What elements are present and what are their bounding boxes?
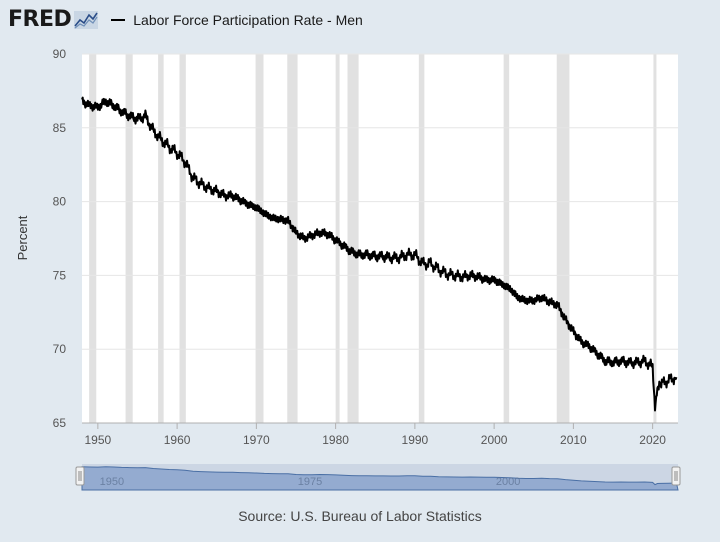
y-tick-label-80: 80	[53, 195, 67, 209]
plot-background	[82, 54, 678, 423]
legend[interactable]: Labor Force Participation Rate - Men	[111, 12, 363, 28]
recession-band-11	[556, 54, 570, 423]
x-tick-label-2010: 2010	[560, 433, 587, 447]
x-tick-label-1990: 1990	[402, 433, 429, 447]
x-tick-label-1970: 1970	[243, 433, 270, 447]
x-axis-ticks: 1950 1960 1970 1980 1990 2000 2010 2020	[84, 423, 666, 447]
chart-header: FRED Labor Force Participation Rate - Me…	[8, 6, 363, 34]
series-line-men[interactable]	[81, 96, 678, 412]
recession-band-1	[89, 54, 97, 423]
recession-band-9	[418, 54, 425, 423]
navigator[interactable]: 1950 1975 2000	[75, 464, 681, 491]
recession-band-3	[158, 54, 164, 423]
grid-lines	[82, 53, 678, 350]
y-axis-ticks: 65 70 75 80 85 90	[53, 47, 67, 430]
navigator-handle-left[interactable]	[75, 466, 85, 486]
recession-band-8	[347, 54, 359, 423]
y-tick-label-90: 90	[53, 47, 67, 61]
y-tick-label-65: 65	[53, 416, 67, 430]
recession-band-5	[255, 54, 264, 423]
legend-line-swatch	[111, 18, 126, 22]
chart-svg: 65 70 75 80 85 90 1950 1960 1970 1980 1990 2000 201…	[15, 47, 681, 491]
x-tick-label-1960: 1960	[164, 433, 191, 447]
navigator-labels: 1950 1975 2000	[100, 476, 521, 488]
recession-shading	[89, 54, 657, 423]
fred-logo[interactable]: FRED	[8, 7, 72, 32]
recession-band-12	[653, 54, 657, 423]
x-tick-label-1950: 1950	[84, 433, 111, 447]
navigator-label-2000: 2000	[496, 476, 520, 488]
navigator-label-1950: 1950	[100, 476, 124, 488]
y-tick-label-70: 70	[53, 342, 67, 356]
x-tick-label-2000: 2000	[481, 433, 508, 447]
y-tick-label-75: 75	[53, 268, 67, 282]
y-axis-label: Percent	[15, 215, 30, 260]
x-tick-label-2020: 2020	[639, 433, 666, 447]
navigator-handle-right[interactable]	[671, 466, 681, 486]
line-graph-icon	[74, 11, 99, 29]
recession-band-4	[179, 54, 186, 423]
recession-band-2	[125, 54, 133, 423]
source-note: Source: U.S. Bureau of Labor Statistics	[238, 508, 482, 524]
recession-band-10	[503, 54, 510, 423]
y-tick-label-85: 85	[53, 121, 67, 135]
recession-band-6	[287, 54, 298, 423]
navigator-label-1975: 1975	[298, 476, 322, 488]
legend-label: Labor Force Participation Rate - Men	[133, 12, 363, 28]
navigator-area	[81, 466, 679, 491]
x-tick-label-1980: 1980	[322, 433, 349, 447]
